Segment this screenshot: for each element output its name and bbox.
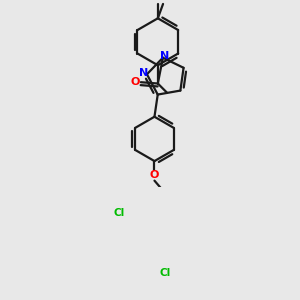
Text: O: O bbox=[150, 170, 159, 180]
Text: O: O bbox=[131, 77, 140, 87]
Text: N: N bbox=[160, 51, 170, 61]
Text: Cl: Cl bbox=[114, 208, 125, 218]
Text: Cl: Cl bbox=[159, 268, 170, 278]
Text: N: N bbox=[139, 68, 148, 78]
